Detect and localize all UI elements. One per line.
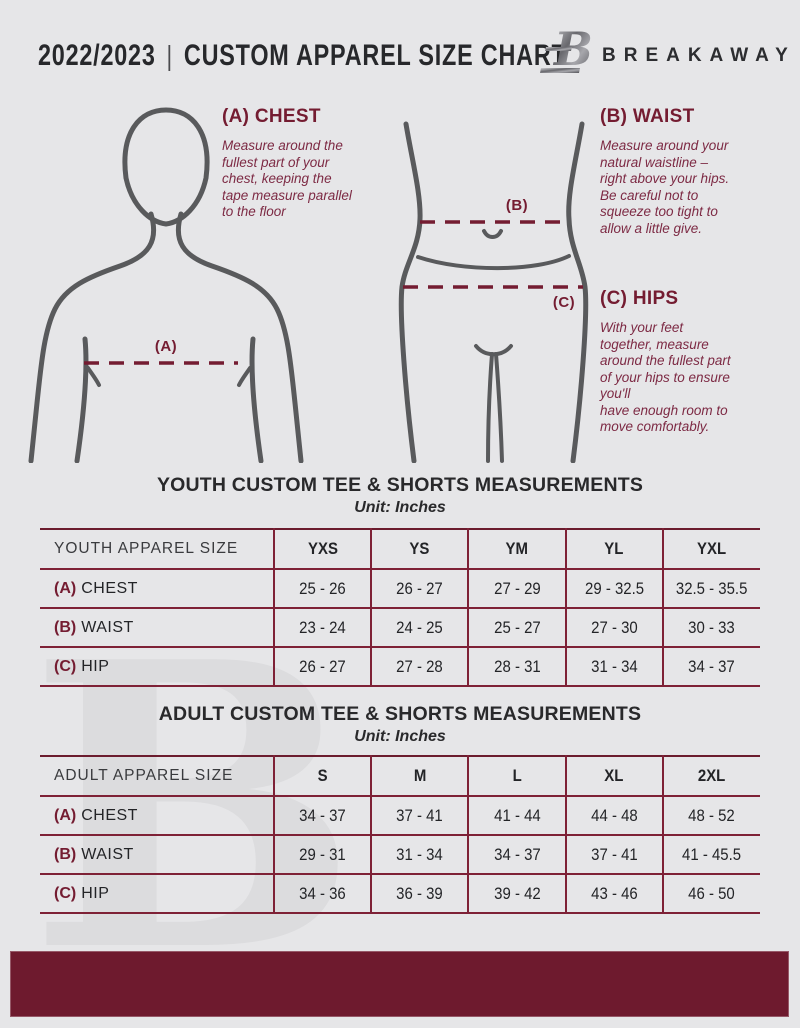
cell-value: 41 - 44 bbox=[493, 805, 541, 825]
waist-marker-label: (B) bbox=[506, 197, 528, 214]
waist-guide-body: Measure around your natural waistline – … bbox=[600, 138, 730, 236]
youth-hip-row: (C) HIP 26 - 27 27 - 28 28 - 31 31 - 34 3… bbox=[40, 647, 760, 686]
youth-col-ym: YM bbox=[467, 529, 566, 569]
cell-value: 32.5 - 35.5 bbox=[676, 578, 748, 598]
cell-value: 48 - 52 bbox=[688, 805, 736, 825]
row-prefix: (A) bbox=[54, 806, 77, 824]
chest-marker-label: (A) bbox=[155, 338, 177, 355]
adult-hip-row: (C) HIP 34 - 36 36 - 39 39 - 42 43 - 46 4… bbox=[40, 874, 760, 913]
upper-body-figure: (A) bbox=[28, 107, 304, 463]
page-title: 2022/2023 | CUSTOM APPAREL SIZE CHART bbox=[38, 36, 567, 76]
breakaway-b-logo-icon: B bbox=[540, 22, 593, 76]
adult-chest-row: (A) CHEST 34 - 37 37 - 41 41 - 44 44 - 48… bbox=[40, 796, 760, 835]
hips-guide-body: With your feet together, measure around … bbox=[600, 320, 731, 434]
adult-col-xl: XL bbox=[564, 756, 663, 796]
cell-value: 36 - 39 bbox=[396, 883, 444, 903]
cell-value: 34 - 37 bbox=[493, 844, 541, 864]
adult-section-unit: Unit: Inches bbox=[354, 728, 446, 745]
title-divider: | bbox=[166, 40, 174, 71]
youth-waist-row: (B) WAIST 23 - 24 24 - 25 25 - 27 27 - 30… bbox=[40, 608, 760, 647]
row-label: HIP bbox=[81, 884, 110, 902]
cell-value: 34 - 37 bbox=[688, 656, 736, 676]
adult-waist-row: (B) WAIST 29 - 31 31 - 34 34 - 37 37 - 41… bbox=[40, 835, 760, 874]
row-label: CHEST bbox=[81, 806, 138, 824]
cell-value: 26 - 27 bbox=[396, 578, 444, 598]
cell-value: 28 - 31 bbox=[493, 656, 541, 676]
youth-col-yxl: YXL bbox=[661, 529, 760, 569]
cell-value: 31 - 34 bbox=[396, 844, 444, 864]
footer-accent-bar bbox=[10, 951, 789, 1017]
row-prefix: (B) bbox=[54, 618, 77, 636]
cell-value: 27 - 28 bbox=[396, 656, 444, 676]
row-label: HIP bbox=[81, 657, 110, 675]
youth-header-row: YOUTH APPAREL SIZE YXS YS YM YL YXL bbox=[40, 529, 760, 569]
adult-size-table: ADULT APPAREL SIZE S M L XL 2XL (A) CHEST… bbox=[40, 755, 760, 914]
hip-marker-label: (C) bbox=[553, 294, 575, 311]
chest-guide-heading: (A) CHEST bbox=[222, 106, 321, 127]
cell-value: 25 - 27 bbox=[493, 617, 541, 637]
cell-value: 39 - 42 bbox=[493, 883, 541, 903]
youth-col-yxs: YXS bbox=[272, 529, 372, 569]
youth-size-table: YOUTH APPAREL SIZE YXS YS YM YL YXL (A) C… bbox=[40, 528, 760, 687]
cell-value: 29 - 32.5 bbox=[584, 578, 644, 598]
cell-value: 30 - 33 bbox=[688, 617, 736, 637]
lower-body-figure: (B) (C) bbox=[398, 121, 589, 463]
cell-value: 37 - 41 bbox=[396, 805, 444, 825]
adult-section-title: ADULT CUSTOM TEE & SHORTS MEASUREMENTS bbox=[158, 703, 642, 725]
hips-guide-heading: (C) HIPS bbox=[600, 288, 679, 309]
row-prefix: (A) bbox=[54, 579, 77, 597]
cell-value: 46 - 50 bbox=[688, 883, 736, 903]
youth-size-header: YOUTH APPAREL SIZE bbox=[54, 540, 239, 557]
chart-title: CUSTOM APPAREL SIZE CHART bbox=[183, 39, 567, 72]
cell-value: 23 - 24 bbox=[299, 617, 346, 637]
cell-value: 27 - 30 bbox=[590, 617, 638, 637]
cell-value: 29 - 31 bbox=[299, 844, 346, 864]
row-prefix: (C) bbox=[54, 884, 77, 902]
youth-col-ys: YS bbox=[370, 529, 469, 569]
cell-value: 34 - 36 bbox=[299, 883, 346, 903]
cell-value: 43 - 46 bbox=[590, 883, 638, 903]
season-label: 2022/2023 bbox=[38, 39, 156, 72]
youth-col-yl: YL bbox=[564, 529, 663, 569]
adult-size-header: ADULT APPAREL SIZE bbox=[54, 767, 234, 784]
adult-header-row: ADULT APPAREL SIZE S M L XL 2XL bbox=[40, 756, 760, 796]
cell-value: 26 - 27 bbox=[299, 656, 346, 676]
waist-guide-heading: (B) WAIST bbox=[600, 106, 695, 127]
brand-wordmark: BREAKAWAY bbox=[602, 45, 796, 66]
adult-col-s: S bbox=[272, 756, 372, 796]
cell-value: 25 - 26 bbox=[299, 578, 346, 598]
cell-value: 34 - 37 bbox=[299, 805, 346, 825]
youth-section-title: YOUTH CUSTOM TEE & SHORTS MEASUREMENTS bbox=[156, 474, 644, 496]
row-prefix: (C) bbox=[54, 657, 77, 675]
youth-section-unit: Unit: Inches bbox=[354, 499, 446, 516]
cell-value: 31 - 34 bbox=[590, 656, 638, 676]
cell-value: 41 - 45.5 bbox=[682, 844, 742, 864]
chest-guide-body: Measure around the fullest part of your … bbox=[222, 138, 352, 219]
adult-col-l: L bbox=[467, 756, 566, 796]
row-label: WAIST bbox=[81, 618, 134, 636]
waist-guide: (B) WAIST Measure around your natural wa… bbox=[600, 106, 778, 237]
row-label: CHEST bbox=[81, 579, 138, 597]
adult-col-2xl: 2XL bbox=[661, 756, 760, 796]
row-prefix: (B) bbox=[54, 845, 77, 863]
cell-value: 37 - 41 bbox=[590, 844, 638, 864]
cell-value: 27 - 29 bbox=[493, 578, 541, 598]
adult-col-m: M bbox=[370, 756, 469, 796]
hips-guide: (C) HIPS With your feet together, measur… bbox=[600, 288, 780, 436]
cell-value: 44 - 48 bbox=[590, 805, 638, 825]
chest-guide: (A) CHEST Measure around the fullest par… bbox=[222, 106, 402, 221]
row-label: WAIST bbox=[81, 845, 134, 863]
cell-value: 24 - 25 bbox=[396, 617, 444, 637]
youth-chest-row: (A) CHEST 25 - 26 26 - 27 27 - 29 29 - 32… bbox=[40, 569, 760, 608]
